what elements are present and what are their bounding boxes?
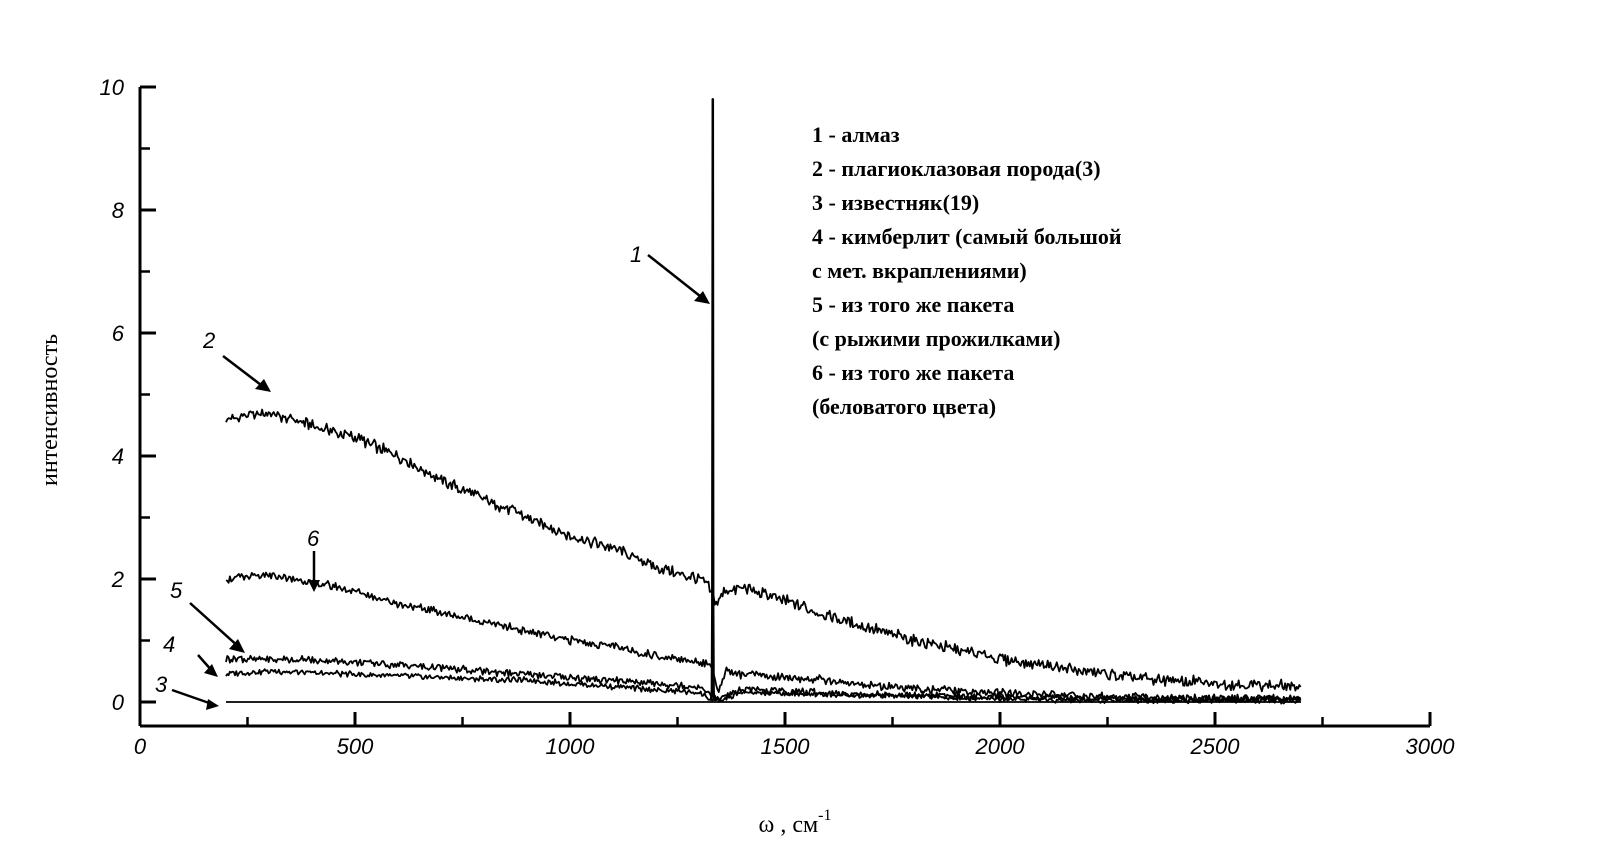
x-tick-label-1000: 1000 xyxy=(546,734,596,759)
annotation-3-arrowhead xyxy=(206,699,219,710)
annotation-4: 4 xyxy=(163,632,175,657)
tick-labels: 0 500 1000 1500 2000 2500 3000 0 2 4 6 8 10 xyxy=(100,75,1456,759)
legend-item-4: 4 - кимберлит (самый большой xyxy=(812,224,1122,249)
series-line-1 xyxy=(709,98,716,701)
x-tick-label-0: 0 xyxy=(134,734,147,759)
y-axis-title: интенсивность xyxy=(37,334,63,486)
annotation-2: 2 xyxy=(202,328,215,353)
axes xyxy=(138,87,1430,728)
x-tick-label-1500: 1500 xyxy=(761,734,811,759)
series-group xyxy=(225,98,1302,705)
legend-item-5-cont: (с рыжими прожилками) xyxy=(812,326,1060,351)
legend-item-3: 3 - известняк(19) xyxy=(812,190,979,215)
curve-annotations: 1 2 6 5 4 3 xyxy=(155,242,710,710)
series-line-6 xyxy=(225,571,1302,704)
annotation-3: 3 xyxy=(155,672,168,697)
annotation-6: 6 xyxy=(307,526,320,551)
legend-item-1: 1 - алмаз xyxy=(812,122,900,147)
legend-item-2: 2 - плагиоклазовая порода(3) xyxy=(812,156,1101,181)
legend-item-6: 6 - из того же пакета xyxy=(812,360,1014,385)
ticks xyxy=(138,85,1432,726)
y-tick-label-6: 6 xyxy=(112,321,125,346)
legend-item-4-cont: с мет. вкраплениями) xyxy=(812,258,1027,283)
x-axis-title-main: ω , см xyxy=(759,812,819,838)
annotation-5: 5 xyxy=(170,578,183,603)
y-tick-label-8: 8 xyxy=(112,198,125,223)
legend-item-5: 5 - из того же пакета xyxy=(812,292,1014,317)
series-line-2 xyxy=(225,408,1302,693)
annotation-2-arrowhead xyxy=(255,379,271,392)
x-tick-label-3000: 3000 xyxy=(1406,734,1456,759)
x-tick-label-2000: 2000 xyxy=(975,734,1026,759)
x-tick-label-2500: 2500 xyxy=(1190,734,1241,759)
x-axis-title: ω , см-1 xyxy=(759,807,832,838)
x-tick-label-500: 500 xyxy=(337,734,374,759)
y-tick-label-0: 0 xyxy=(112,690,125,715)
annotation-5-arrow xyxy=(189,602,241,649)
y-tick-label-10: 10 xyxy=(100,75,125,100)
annotation-2-arrow xyxy=(222,355,266,389)
annotation-1-arrowhead xyxy=(694,291,710,304)
annotation-4-arrowhead xyxy=(204,664,218,677)
y-tick-label-2: 2 xyxy=(111,567,124,592)
annotation-1: 1 xyxy=(630,242,642,267)
annotation-6-arrowhead xyxy=(308,580,320,592)
annotation-1-arrow xyxy=(647,254,706,301)
legend: 1 - алмаз 2 - плагиоклазовая порода(3) 3… xyxy=(812,122,1122,419)
annotation-3-arrow xyxy=(171,688,213,706)
y-tick-label-4: 4 xyxy=(112,444,124,469)
annotation-5-arrowhead xyxy=(229,639,245,653)
x-axis-title-sup: -1 xyxy=(818,807,831,824)
legend-item-6-cont: (беловатого цвета) xyxy=(812,394,996,419)
